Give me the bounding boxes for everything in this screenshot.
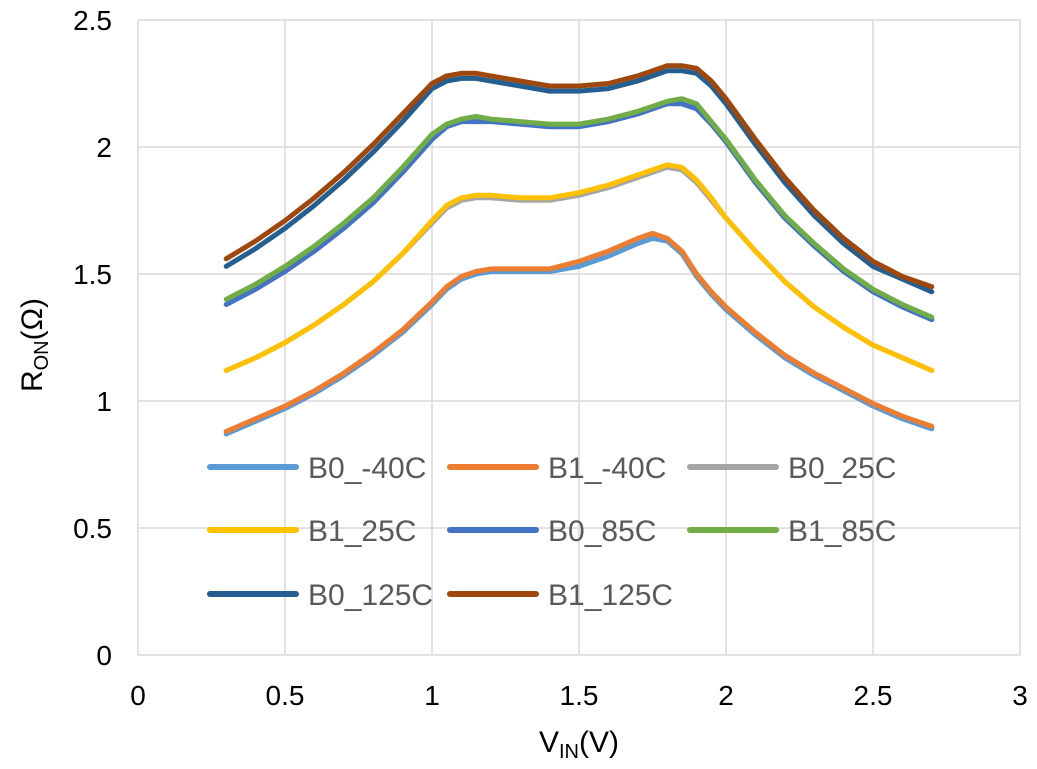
x-tick-label: 2 bbox=[718, 680, 734, 711]
x-tick-label: 0 bbox=[130, 680, 146, 711]
legend: B0_-40C B1_-40C B0_25C B1_25C B0_85C B1_85C B0… bbox=[207, 452, 896, 612]
x-tick-label: 1 bbox=[424, 680, 440, 711]
series-line-B1_25C bbox=[223, 162, 935, 373]
x-axis-title: VIN(V) bbox=[539, 726, 619, 763]
legend-label-B0_125C: B0_125C bbox=[308, 579, 433, 612]
series-line-B0_125C bbox=[223, 68, 935, 295]
legend-label-B1_125C: B1_125C bbox=[548, 579, 673, 612]
y-axis-title-suffix: (Ω) bbox=[16, 298, 49, 340]
x-axis-tick-labels: 0 0.5 1 1.5 2 2.5 3 bbox=[130, 680, 1028, 711]
x-axis-title-main: V bbox=[539, 726, 559, 759]
x-tick-label: 2.5 bbox=[854, 680, 893, 711]
series-lines bbox=[223, 63, 935, 437]
series-line-B1_125C bbox=[223, 63, 935, 290]
x-tick-label: 0.5 bbox=[266, 680, 305, 711]
y-tick-label: 1.5 bbox=[73, 259, 112, 290]
x-axis-title-suffix: (V) bbox=[579, 726, 619, 759]
legend-label-B0_25C: B0_25C bbox=[788, 452, 896, 485]
y-tick-label: 1 bbox=[96, 386, 112, 417]
y-tick-label: 0.5 bbox=[73, 513, 112, 544]
legend-label-B1_25C: B1_25C bbox=[308, 515, 416, 548]
y-tick-label: 2 bbox=[96, 132, 112, 163]
y-axis-title: RON(Ω) bbox=[16, 298, 53, 392]
legend-label-B0_-40C: B0_-40C bbox=[308, 452, 426, 485]
legend-label-B0_85C: B0_85C bbox=[548, 515, 656, 548]
x-tick-label: 3 bbox=[1012, 680, 1028, 711]
y-axis-title-sub: ON bbox=[31, 340, 53, 370]
x-axis-title-sub: IN bbox=[559, 741, 579, 763]
y-tick-label: 0 bbox=[96, 640, 112, 671]
x-tick-label: 1.5 bbox=[560, 680, 599, 711]
y-axis-title-main: R bbox=[16, 370, 49, 392]
y-tick-label: 2.5 bbox=[73, 5, 112, 36]
series-line-B1_-40C bbox=[223, 230, 935, 434]
series-line-B1_85C bbox=[223, 96, 935, 320]
legend-label-B1_-40C: B1_-40C bbox=[548, 452, 666, 485]
y-axis-tick-labels: 0 0.5 1 1.5 2 2.5 bbox=[73, 5, 112, 671]
legend-label-B1_85C: B1_85C bbox=[788, 515, 896, 548]
